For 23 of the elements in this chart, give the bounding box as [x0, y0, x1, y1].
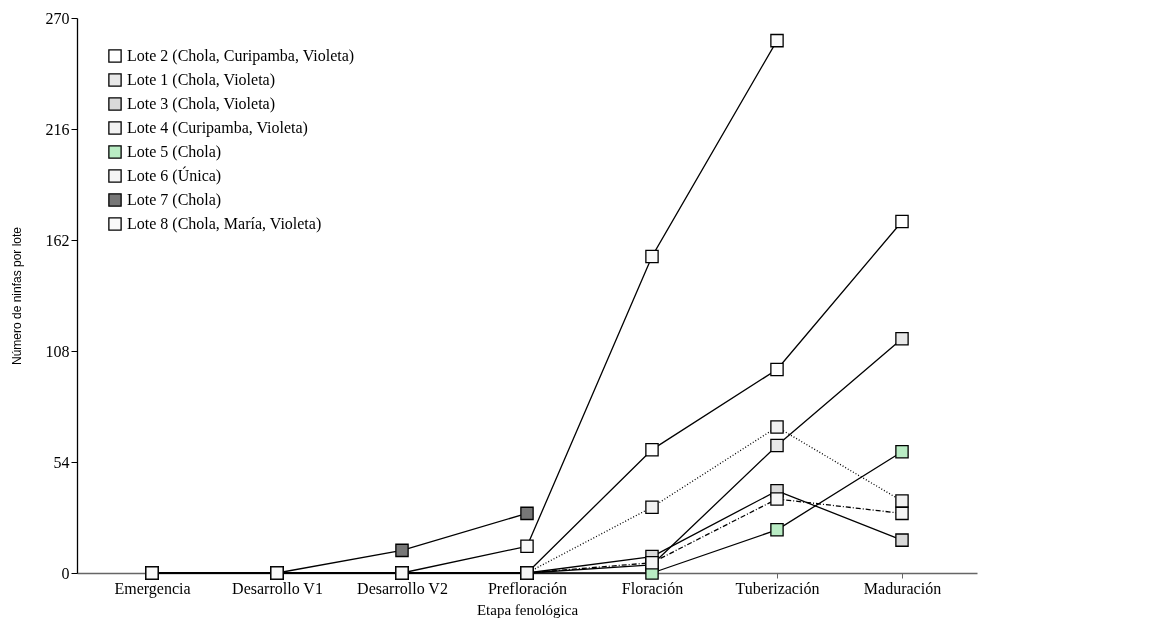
legend-label: Lote 2 (Chola, Curipamba, Violeta)	[127, 47, 355, 65]
x-tick-label: Emergencia	[114, 579, 191, 598]
x-tick-label: Tuberización	[735, 579, 820, 597]
y-tick-label: 0	[61, 564, 70, 582]
y-tick-label: 162	[45, 231, 70, 249]
y-tick-label: 108	[45, 342, 70, 360]
legend-label: Lote 8 (Chola, María, Violeta)	[127, 215, 322, 233]
y-tick-label: 270	[45, 9, 70, 27]
y-axis-title: Número de ninfas por lote	[9, 226, 24, 366]
x-tick-label: Desarrollo V2	[357, 579, 448, 597]
y-tick-label: 54	[53, 453, 70, 471]
x-tick-label: Floración	[621, 579, 684, 597]
legend-label: Lote 6 (Única)	[127, 166, 222, 185]
x-tick-label: Desarrollo V1	[232, 579, 323, 597]
legend-label: Lote 4 (Curipamba, Violeta)	[127, 119, 308, 137]
legend-label: Lote 7 (Chola)	[127, 191, 222, 209]
x-tick-label: Maduración	[863, 579, 942, 597]
legend-label: Lote 3 (Chola, Violeta)	[127, 95, 276, 113]
legend-label: Lote 5 (Chola)	[127, 143, 222, 161]
y-tick-label: 216	[45, 120, 70, 138]
x-axis-title: Etapa fenológica	[476, 601, 579, 618]
legend-label: Lote 1 (Chola, Violeta)	[127, 71, 276, 89]
x-tick-label: Prefloración	[487, 579, 568, 597]
